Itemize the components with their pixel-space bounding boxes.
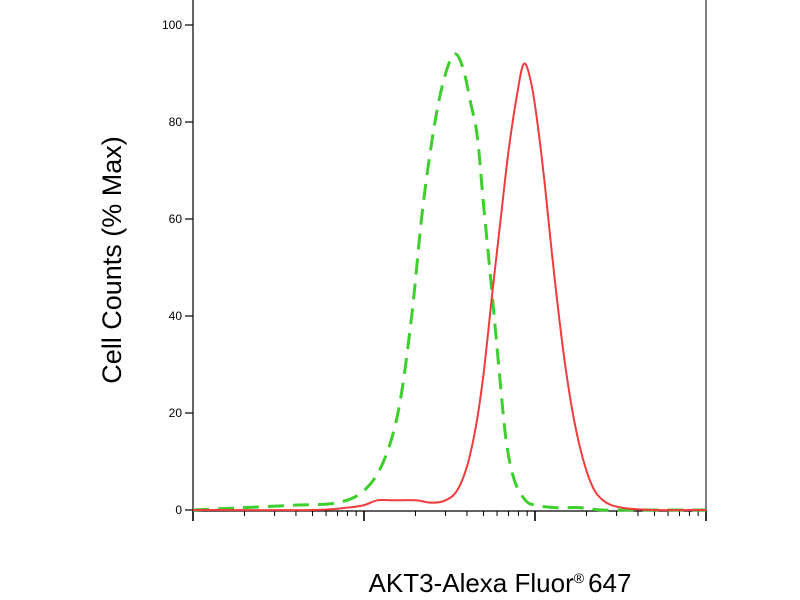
- sample-series-line: [192, 62, 707, 512]
- y-tick-label-40: 40: [169, 309, 183, 323]
- x-axis-label-main: AKT3-Alexa Fluor: [369, 568, 575, 598]
- y-tick-label-80: 80: [169, 115, 183, 129]
- x-axis-label-registered-mark: ®: [574, 570, 585, 586]
- y-tick-label-0: 0: [175, 503, 182, 517]
- y-tick-label-100: 100: [162, 18, 182, 32]
- y-axis-label: Cell Counts (% Max): [97, 136, 127, 384]
- axes: 0 20 40 60 80 100: [162, 0, 707, 521]
- x-axis-label-suffix: 647: [588, 568, 631, 598]
- x-axis-label: AKT3-Alexa Fluor® 647: [369, 568, 632, 598]
- axis-labels: Cell Counts (% Max) AKT3-Alexa Fluor® 647: [97, 136, 631, 598]
- control-series-line: [192, 52, 706, 512]
- y-tick-label-60: 60: [169, 212, 183, 226]
- series-layer: [192, 52, 707, 512]
- y-tick-label-20: 20: [169, 406, 183, 420]
